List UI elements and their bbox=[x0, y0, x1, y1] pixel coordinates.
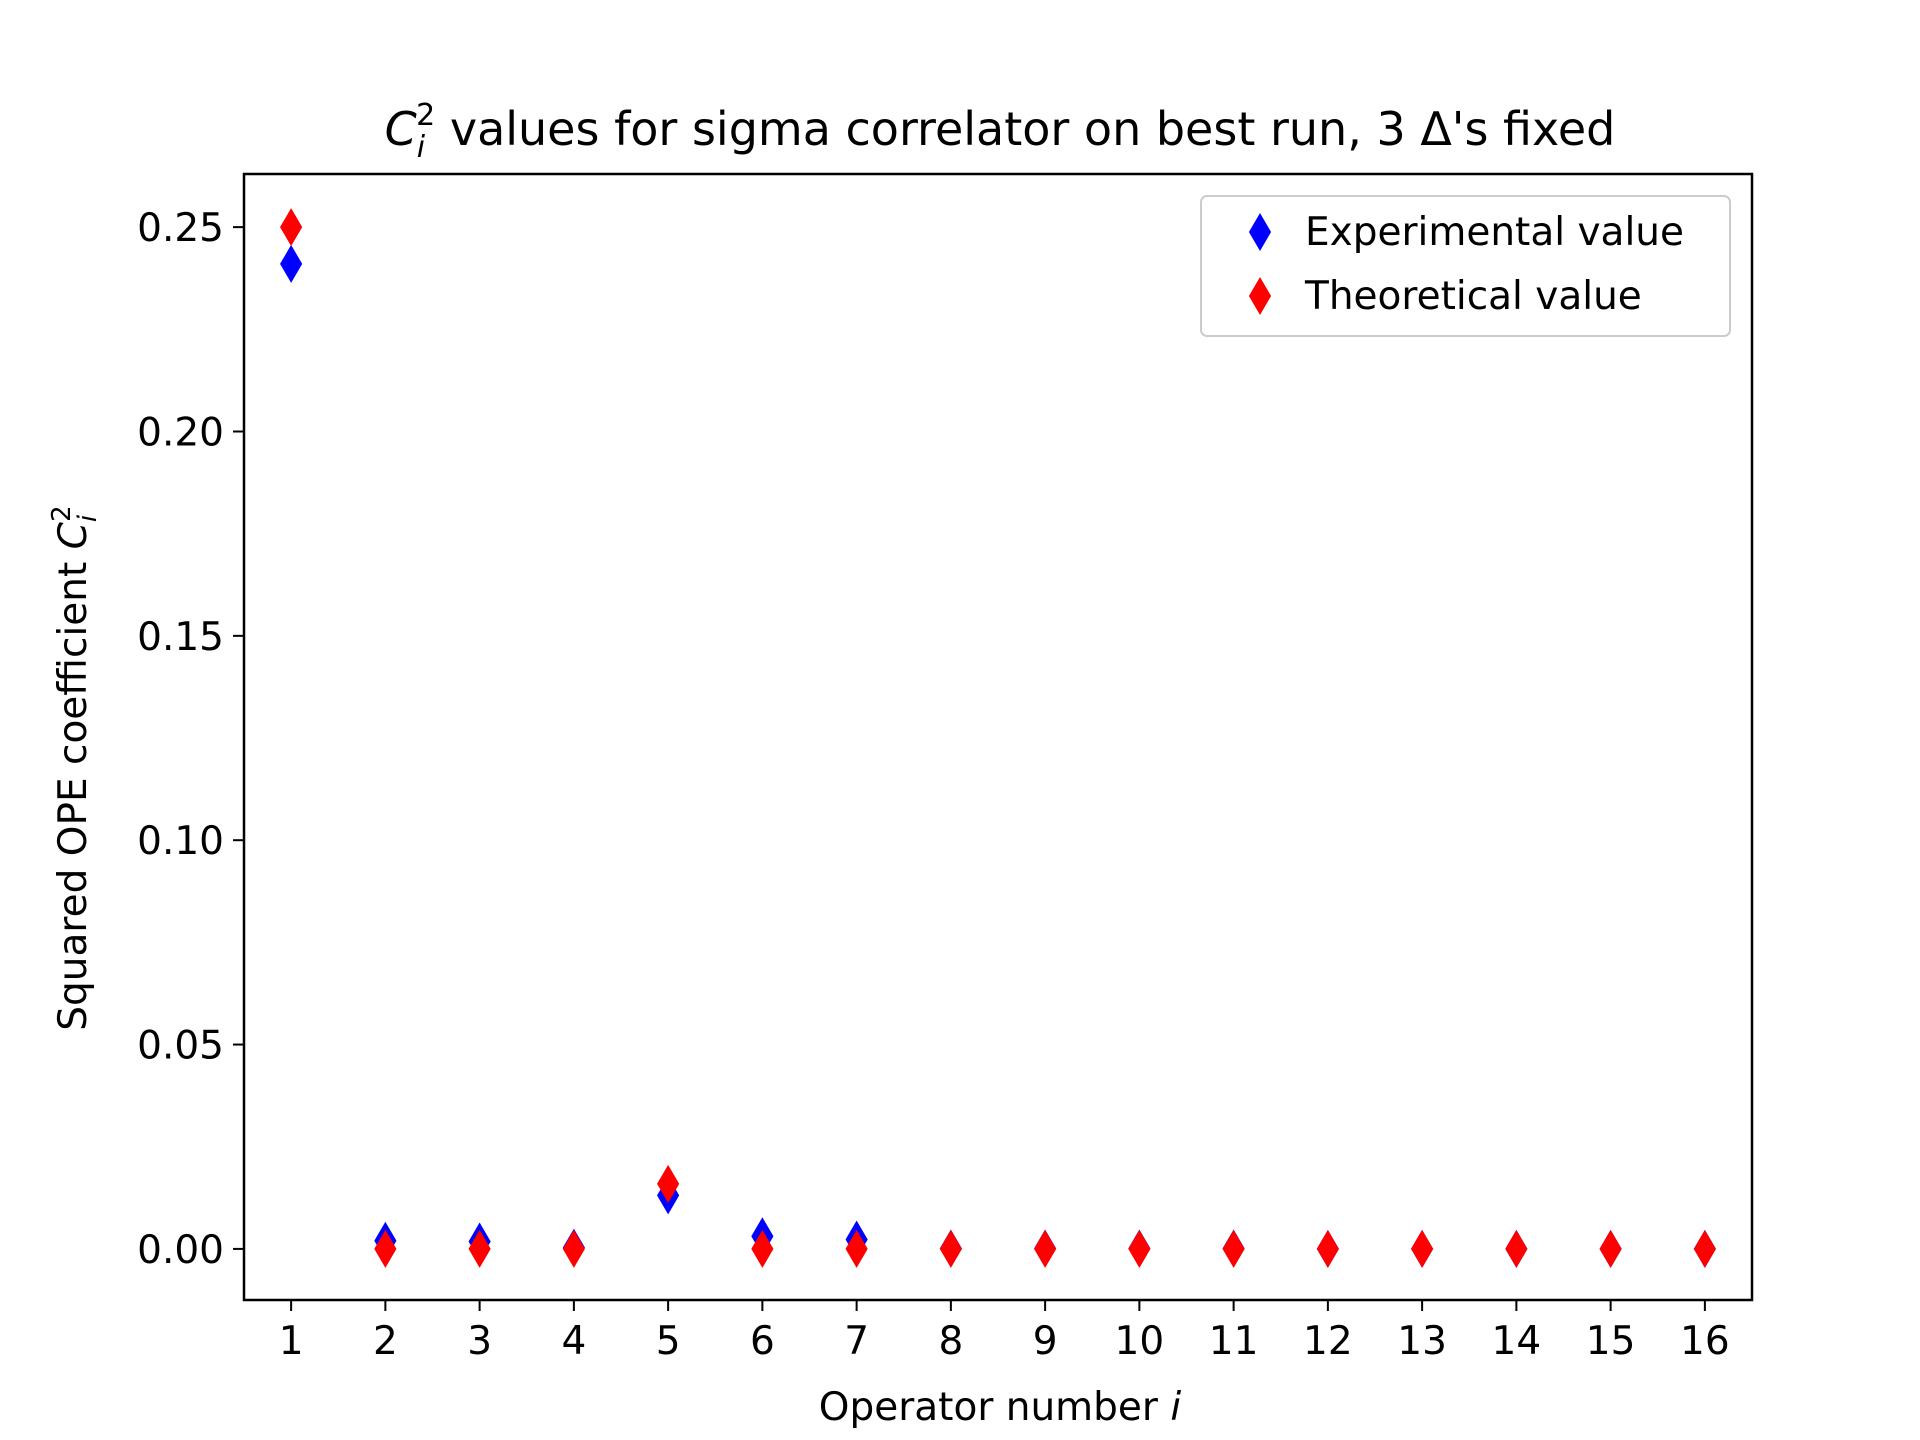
legend-label: Experimental value bbox=[1305, 210, 1684, 255]
legend-label: Theoretical value bbox=[1304, 274, 1642, 319]
data-point bbox=[1222, 1229, 1245, 1268]
data-point bbox=[1599, 1229, 1622, 1268]
data-point bbox=[1411, 1229, 1434, 1268]
x-axis-label: Operator number i bbox=[819, 1385, 1182, 1430]
plot-area bbox=[242, 172, 1754, 1302]
x-tick-label: 13 bbox=[1397, 1319, 1447, 1364]
x-tick-label: 2 bbox=[373, 1319, 398, 1364]
legend-box bbox=[1200, 195, 1731, 337]
chart-title-text: values for sigma correlator on best run,… bbox=[435, 102, 1615, 156]
x-tick-label: 12 bbox=[1303, 1319, 1353, 1364]
chart-title-symbol-subscript: i bbox=[417, 130, 426, 165]
x-tick-label: 1 bbox=[279, 1319, 304, 1364]
data-point bbox=[1693, 1229, 1716, 1268]
data-point bbox=[1316, 1229, 1339, 1268]
chart-title: Ci2 values for sigma correlator on best … bbox=[385, 98, 1616, 165]
y-axis: 0.00 0.05 0.10 0.15 0.20 0.25 bbox=[137, 206, 244, 1273]
y-axis-label-subscript: i bbox=[73, 514, 103, 522]
y-tick-label: 0.00 bbox=[137, 1228, 224, 1273]
y-axis-label-symbol: C bbox=[51, 521, 96, 549]
y-tick-label: 0.25 bbox=[137, 206, 224, 251]
x-tick-label: 4 bbox=[561, 1319, 586, 1364]
x-tick-label: 15 bbox=[1586, 1319, 1636, 1364]
x-tick-label: 10 bbox=[1115, 1319, 1165, 1364]
x-tick-label: 9 bbox=[1033, 1319, 1058, 1364]
x-tick-label: 11 bbox=[1209, 1319, 1259, 1364]
x-tick-label: 7 bbox=[844, 1319, 869, 1364]
x-tick-label: 14 bbox=[1492, 1319, 1542, 1364]
x-axis-label-text: Operator number bbox=[819, 1385, 1171, 1430]
data-point bbox=[468, 1229, 491, 1268]
data-point bbox=[845, 1229, 868, 1268]
y-tick-label: 0.05 bbox=[137, 1024, 224, 1069]
y-tick-label: 0.15 bbox=[137, 615, 224, 660]
x-tick-label: 5 bbox=[656, 1319, 681, 1364]
y-tick-label: 0.10 bbox=[137, 819, 224, 864]
x-tick-label: 6 bbox=[750, 1319, 775, 1364]
data-point bbox=[1505, 1229, 1528, 1268]
chart-title-symbol: C bbox=[385, 102, 417, 156]
x-axis-label-symbol: i bbox=[1170, 1385, 1181, 1430]
legend-marker bbox=[1248, 213, 1272, 251]
y-axis-label: Squared OPE coefficient Ci2 bbox=[47, 505, 103, 1030]
y-axis-label-superscript: 2 bbox=[47, 505, 77, 522]
plot-frame bbox=[242, 172, 1754, 1302]
x-tick-label: 8 bbox=[938, 1319, 963, 1364]
data-point bbox=[1128, 1229, 1151, 1268]
data-point bbox=[280, 208, 303, 247]
legend: Experimental value Theoretical value bbox=[1200, 195, 1731, 337]
legend-marker bbox=[1248, 277, 1272, 315]
x-tick-label: 16 bbox=[1680, 1319, 1730, 1364]
data-point bbox=[751, 1229, 774, 1268]
data-point bbox=[374, 1229, 397, 1268]
data-point bbox=[280, 244, 303, 283]
chart-title-symbol-superscript: 2 bbox=[416, 98, 435, 133]
data-point bbox=[939, 1229, 962, 1268]
x-axis: 1 2 3 4 5 6 7 8 9 10 11 12 13 14 15 16 bbox=[279, 1300, 1730, 1364]
data-point bbox=[657, 1164, 680, 1203]
y-tick-label: 0.20 bbox=[137, 410, 224, 455]
data-point bbox=[562, 1229, 585, 1268]
x-tick-label: 3 bbox=[467, 1319, 492, 1364]
data-point bbox=[1034, 1229, 1057, 1268]
y-axis-label-text: Squared OPE coefficient bbox=[51, 549, 96, 1030]
series-theoretical bbox=[280, 208, 1716, 1268]
